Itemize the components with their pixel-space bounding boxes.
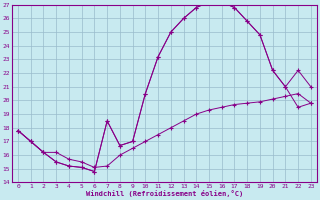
X-axis label: Windchill (Refroidissement éolien,°C): Windchill (Refroidissement éolien,°C) [86,190,243,197]
